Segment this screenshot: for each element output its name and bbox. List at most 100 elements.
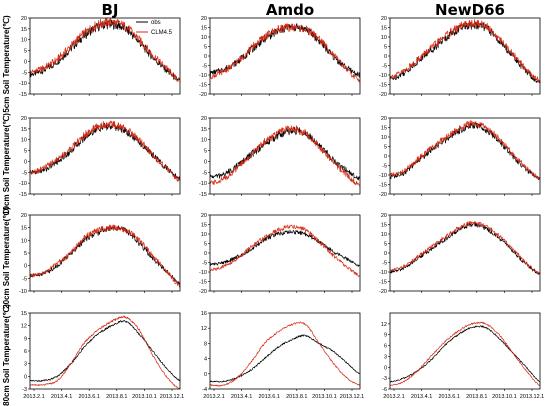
series-line-obs [209,126,361,181]
y-tick-label: 9 [24,336,27,342]
y-tick-label: 15 [381,26,387,32]
x-tick-label: 2013.2.1 [383,394,404,400]
y-tick-label: -5 [22,70,27,76]
series-line-clm45 [389,19,541,83]
y-tick-label: 16 [201,311,207,317]
y-tick-label: -10 [379,173,387,179]
y-tick-label: 10 [201,138,207,144]
y-tick-label: -5 [382,164,387,170]
y-tick-label: 12 [381,322,387,328]
y-tick-label: 3 [384,354,387,360]
y-tick-label: 15 [21,27,27,33]
y-tick-label: -5 [202,64,207,70]
y-tick-label: 0 [24,374,27,380]
x-tick-label: 2013.6.1 [438,394,459,400]
series-line-clm45 [209,321,361,387]
y-tick-label: 20 [201,213,207,219]
y-tick-label: 6 [384,344,387,350]
y-tick-label: 0 [204,372,207,378]
y-tick-label: -3 [22,387,27,393]
series-line-clm45 [209,224,361,277]
y-tick-label: 20 [201,116,207,122]
y-tick-label: 0 [384,251,387,257]
y-tick-label: 0 [24,159,27,165]
y-tick-label: -15 [379,83,387,89]
panel-newd66-10cm: 20 15 10 5 0 -5 -10 -15 -20 [379,116,541,198]
series-line-obs [29,122,181,181]
plot-frame [389,17,541,95]
y-tick-label: -20 [379,192,387,198]
y-tick-label: 0 [24,264,27,270]
y-tick-label: -15 [199,280,207,286]
column-titles: BJ Amdo NewD66 [101,1,504,19]
y-tick-label: 0 [384,54,387,60]
y-tick-label: 12 [21,324,27,330]
y-tick-label: 5 [204,45,207,51]
y-tick-label: 10 [381,232,387,238]
y-tick-label: -10 [199,73,207,79]
panel-bj-10cm: 20 15 10 5 0 -5 -10 -15 [19,116,181,198]
y-tick-label: 5 [204,149,207,155]
y-tick-label: -10 [379,73,387,79]
y-tick-label: 0 [384,154,387,160]
y-tick-label: 5 [384,45,387,51]
y-tick-label: -5 [202,261,207,267]
plot-frame [209,312,361,390]
y-tick-label: 10 [381,35,387,41]
y-tick-label: -20 [199,92,207,98]
y-tick-label: 20 [21,213,27,219]
y-tick-label: 8 [204,341,207,347]
x-tick-label: 2013.12.1 [520,394,544,400]
row-label-5cm: 5cm Soil Temperature(℃) [2,15,11,113]
plot-frame [29,312,181,390]
panels: 20 15 10 5 0 -5 -10 -15 20 15 10 5 0 -5 -10 -15 -20 20 15 1… [19,16,544,400]
y-tick-label: 5 [24,251,27,257]
row-label-20cm: 20cm Soil Temperature(℃) [2,207,11,309]
panel-bj-5cm: 20 15 10 5 0 -5 -10 -15 [19,16,181,98]
y-tick-label: 15 [381,126,387,132]
x-tick-label: 2013.4.1 [411,394,432,400]
y-tick-label: 5 [24,49,27,55]
y-tick-label: 20 [201,16,207,22]
y-tick-label: 15 [201,127,207,133]
y-tick-label: -5 [202,170,207,176]
row-label-80cm: 80cm Soil Temperature(℃) [2,304,11,406]
x-tick-label: 2013.10.1 [492,394,516,400]
series-line-clm45 [29,17,181,83]
y-tick-label: 10 [21,238,27,244]
y-tick-label: -15 [19,92,27,98]
series-line-obs [389,325,541,383]
x-tick-label: 2013.12.1 [160,394,184,400]
y-tick-label: -4 [202,387,207,393]
y-tick-label: 10 [21,138,27,144]
y-tick-label: 5 [384,242,387,248]
y-tick-label: 20 [381,116,387,122]
y-tick-label: 0 [204,54,207,60]
series-line-obs [389,221,541,275]
y-tick-label: 15 [21,226,27,232]
series-line-obs [209,334,361,383]
panel-bj-20cm: 20 15 10 5 0 -5 -10 [19,213,181,295]
y-tick-label: 10 [201,35,207,41]
y-tick-label: 10 [201,232,207,238]
plot-frame [389,312,541,390]
y-tick-label: -15 [199,83,207,89]
y-tick-label: 20 [21,116,27,122]
y-tick-label: 10 [21,38,27,44]
y-tick-label: -15 [199,192,207,198]
column-title-bj: BJ [101,1,118,19]
column-title-newd66: NewD66 [435,1,505,19]
y-tick-label: -15 [379,183,387,189]
series-line-clm45 [389,321,541,386]
x-tick-label: 2013.10.1 [312,394,336,400]
series-line-clm45 [389,120,541,180]
y-tick-label: 3 [24,362,27,368]
y-tick-label: 9 [384,333,387,339]
x-tick-label: 2013.12.1 [340,394,364,400]
y-tick-label: -15 [19,192,27,198]
series-line-clm45 [389,220,541,275]
panel-amdo-20cm: 20 15 10 5 0 -5 -10 -15 -20 [199,213,361,295]
